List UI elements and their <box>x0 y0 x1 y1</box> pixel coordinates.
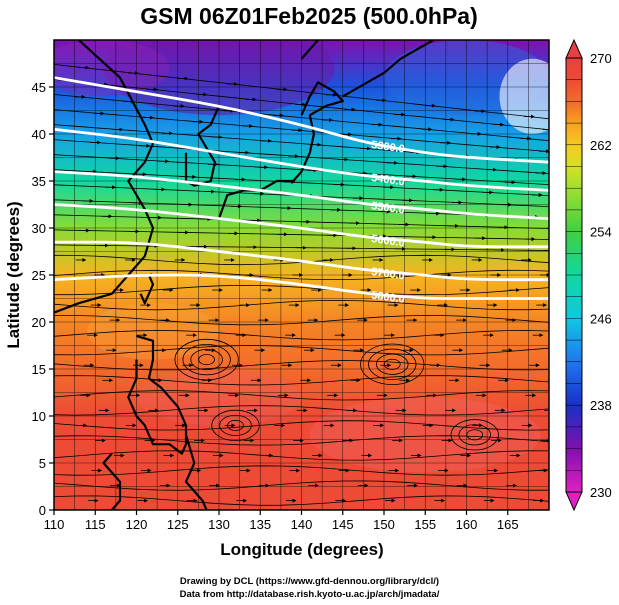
eddy-circle <box>211 409 260 442</box>
y-tick-label: 25 <box>32 268 46 283</box>
contour-5400.0 <box>54 127 549 192</box>
x-axis-ticks: 110 115 120 125 130 135 140 145 150 155 160 165 <box>44 510 519 532</box>
x-tick-label: 165 <box>497 517 519 532</box>
chart-title: GSM 06Z01Feb2025 (500.0hPa) <box>140 3 478 29</box>
coastline <box>102 452 122 510</box>
y-axis-ticks: 0 5 10 15 20 25 30 35 40 45 <box>32 80 54 518</box>
colorbar: 230 238 246 254 262 270 <box>565 38 612 512</box>
credit-data-source: Data from http://database.rish.kyoto-u.a… <box>179 589 440 600</box>
y-tick-label: 40 <box>32 127 46 142</box>
temperature-patch <box>54 40 170 97</box>
grid-lines <box>54 40 549 510</box>
eddy-circle <box>182 343 231 376</box>
colorbar-tick-label: 270 <box>590 51 612 66</box>
x-tick-label: 150 <box>373 517 395 532</box>
colorbar-tick-label: 246 <box>590 311 612 326</box>
y-tick-label: 10 <box>32 409 46 424</box>
contour-label: 5300.0 <box>370 139 405 156</box>
colorbar-tick-label: 254 <box>590 225 612 240</box>
eddy-circle <box>466 429 484 441</box>
height-contours: 5300.0 5400.0 5500.0 5600.0 5700.0 5800.0 <box>54 76 549 306</box>
coastline <box>127 335 188 455</box>
contour-label: 5800.0 <box>370 289 405 306</box>
eddy-circle <box>450 419 499 451</box>
x-tick-label: 155 <box>414 517 436 532</box>
colorbar-tick-label: 262 <box>590 138 612 153</box>
y-axis-label: Latitude (degrees) <box>4 201 23 348</box>
x-tick-label: 145 <box>332 517 354 532</box>
x-tick-label: 110 <box>44 517 65 532</box>
eddy-circle <box>219 414 252 436</box>
x-tick-label: 135 <box>249 517 271 532</box>
contour-label: 5500.0 <box>370 200 405 217</box>
y-tick-label: 15 <box>32 362 46 377</box>
y-tick-label: 5 <box>39 456 46 471</box>
y-tick-label: 20 <box>32 315 46 330</box>
y-tick-label: 35 <box>32 174 46 189</box>
colorbar-min-arrow <box>565 491 583 512</box>
contour-label: 5400.0 <box>370 172 405 189</box>
eddy-circle <box>383 358 401 370</box>
x-tick-label: 125 <box>167 517 189 532</box>
contour-5800.0 <box>54 273 549 300</box>
contour-label: 5700.0 <box>370 266 405 283</box>
plot-area: 5300.0 5400.0 5500.0 5600.0 5700.0 5800.0 <box>53 39 550 511</box>
eddy-circle <box>376 353 409 375</box>
temperature-patch <box>499 58 549 134</box>
contour-5300.0 <box>54 76 549 164</box>
x-tick-label: 130 <box>208 517 230 532</box>
eddy-circle <box>190 349 223 371</box>
eddy-circle <box>198 354 215 366</box>
credit-drawing: Drawing by DCL (https://www.gfd-dennou.o… <box>179 576 440 587</box>
x-tick-label: 140 <box>291 517 313 532</box>
contour-label: 5600.0 <box>370 233 405 250</box>
eddy-circle <box>227 419 244 431</box>
colorbar-tick-label: 238 <box>590 398 612 413</box>
x-axis-label: Longitude (degrees) <box>220 540 383 559</box>
x-tick-label: 160 <box>456 517 478 532</box>
coastline <box>300 40 319 60</box>
eddy-circle <box>174 338 239 381</box>
colorbar-tick-label: 230 <box>590 485 612 500</box>
x-tick-label: 120 <box>126 517 148 532</box>
x-tick-label: 115 <box>85 517 106 532</box>
contour-5700.0 <box>54 240 549 282</box>
contour-5500.0 <box>54 170 549 220</box>
eddy-circle <box>458 424 491 446</box>
y-tick-label: 45 <box>32 80 46 95</box>
y-tick-label: 0 <box>39 503 46 518</box>
eddy-circle <box>368 348 417 380</box>
colorbar-max-arrow <box>565 38 583 59</box>
contour-5600.0 <box>54 203 549 249</box>
eddy-circle <box>360 343 425 386</box>
y-tick-label: 30 <box>32 221 46 236</box>
coastline <box>184 434 208 510</box>
